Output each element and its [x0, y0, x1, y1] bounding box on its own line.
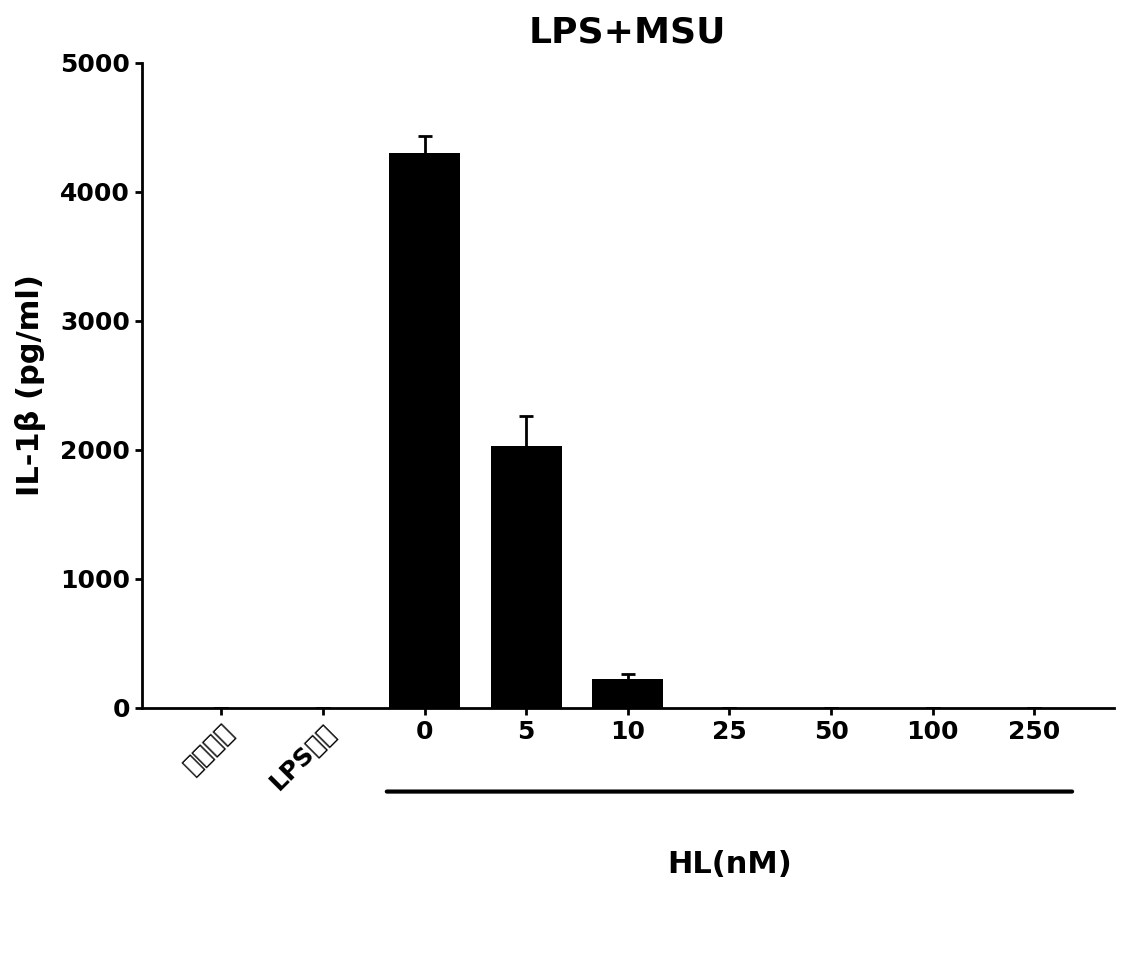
Bar — [593, 679, 664, 708]
Y-axis label: IL-1β (pg/ml): IL-1β (pg/ml) — [15, 274, 46, 496]
Text: HL(nM): HL(nM) — [667, 849, 791, 878]
Bar — [390, 153, 461, 708]
Bar — [491, 446, 562, 708]
Title: LPS+MSU: LPS+MSU — [530, 15, 727, 49]
